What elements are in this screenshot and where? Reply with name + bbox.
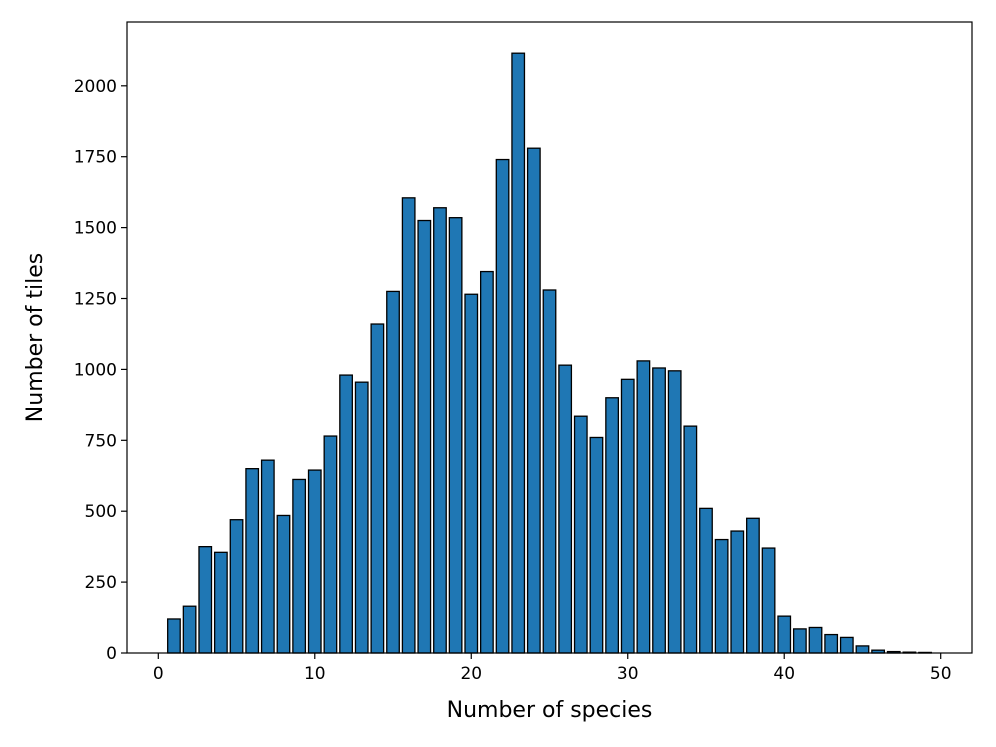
bar-18: [433, 207, 447, 654]
bar-40: [777, 615, 792, 654]
y-tick-label: 1250: [74, 290, 117, 310]
bar-2: [182, 605, 197, 654]
y-tick-label: 500: [85, 502, 117, 522]
y-tick-label: 250: [85, 573, 117, 593]
x-tick-label: 40: [773, 664, 795, 684]
y-tick-label: 0: [106, 644, 117, 664]
y-tick-label: 1750: [74, 148, 117, 168]
bar-26: [558, 364, 573, 654]
bar-21: [479, 270, 494, 654]
bar-39: [761, 547, 776, 654]
y-tick-label: 2000: [74, 77, 117, 97]
bar-20: [464, 293, 479, 654]
x-tick-label: 30: [617, 664, 639, 684]
bar-38: [746, 517, 760, 654]
y-axis: 0 250 500 750 1000 1250 1500 1750 2000: [74, 77, 127, 664]
bars-group: [167, 52, 932, 654]
x-axis-label: Number of species: [447, 698, 653, 723]
bar-34: [683, 425, 698, 654]
bar-12: [339, 374, 353, 654]
bar-43: [824, 633, 839, 654]
bar-7: [260, 459, 275, 654]
bar-45: [855, 645, 870, 654]
y-tick-label: 750: [85, 431, 117, 451]
bar-30: [620, 378, 635, 654]
bar-25: [542, 289, 557, 654]
bar-16: [401, 197, 416, 654]
bar-35: [699, 507, 713, 654]
y-tick-label: 1500: [74, 219, 117, 239]
x-axis: 0 10 20 30 40 50: [153, 653, 952, 684]
bar-42: [808, 626, 823, 654]
bar-6: [245, 468, 260, 654]
bar-36: [714, 538, 729, 654]
x-tick-label: 0: [153, 664, 164, 684]
bar-4: [213, 551, 228, 654]
bar-19: [448, 217, 463, 654]
bar-24: [526, 147, 541, 654]
bar-8: [276, 514, 291, 654]
bar-10: [307, 469, 322, 654]
bar-41: [792, 628, 807, 654]
bar-28: [589, 436, 604, 654]
bar-31: [636, 360, 651, 654]
bar-13: [354, 381, 369, 654]
x-tick-label: 10: [304, 664, 326, 684]
bar-32: [652, 367, 666, 654]
bar-33: [667, 370, 682, 654]
bar-27: [573, 415, 588, 654]
bar-9: [292, 478, 307, 654]
x-tick-label: 20: [460, 664, 482, 684]
bar-22: [495, 158, 510, 654]
y-axis-label: Number of tiles: [23, 253, 48, 422]
plot-frame: [126, 21, 973, 654]
bar-1: [167, 618, 181, 654]
bar-17: [417, 219, 432, 654]
y-tick-label: 1000: [74, 360, 117, 380]
x-tick-label: 50: [930, 664, 952, 684]
bar-11: [323, 435, 338, 654]
bar-15: [386, 290, 400, 654]
bar-3: [198, 546, 213, 654]
bar-44: [839, 636, 854, 654]
bar-37: [730, 530, 745, 654]
bar-14: [370, 323, 385, 654]
bar-5: [229, 519, 244, 654]
bar-29: [605, 397, 620, 654]
bar-23: [511, 52, 526, 654]
